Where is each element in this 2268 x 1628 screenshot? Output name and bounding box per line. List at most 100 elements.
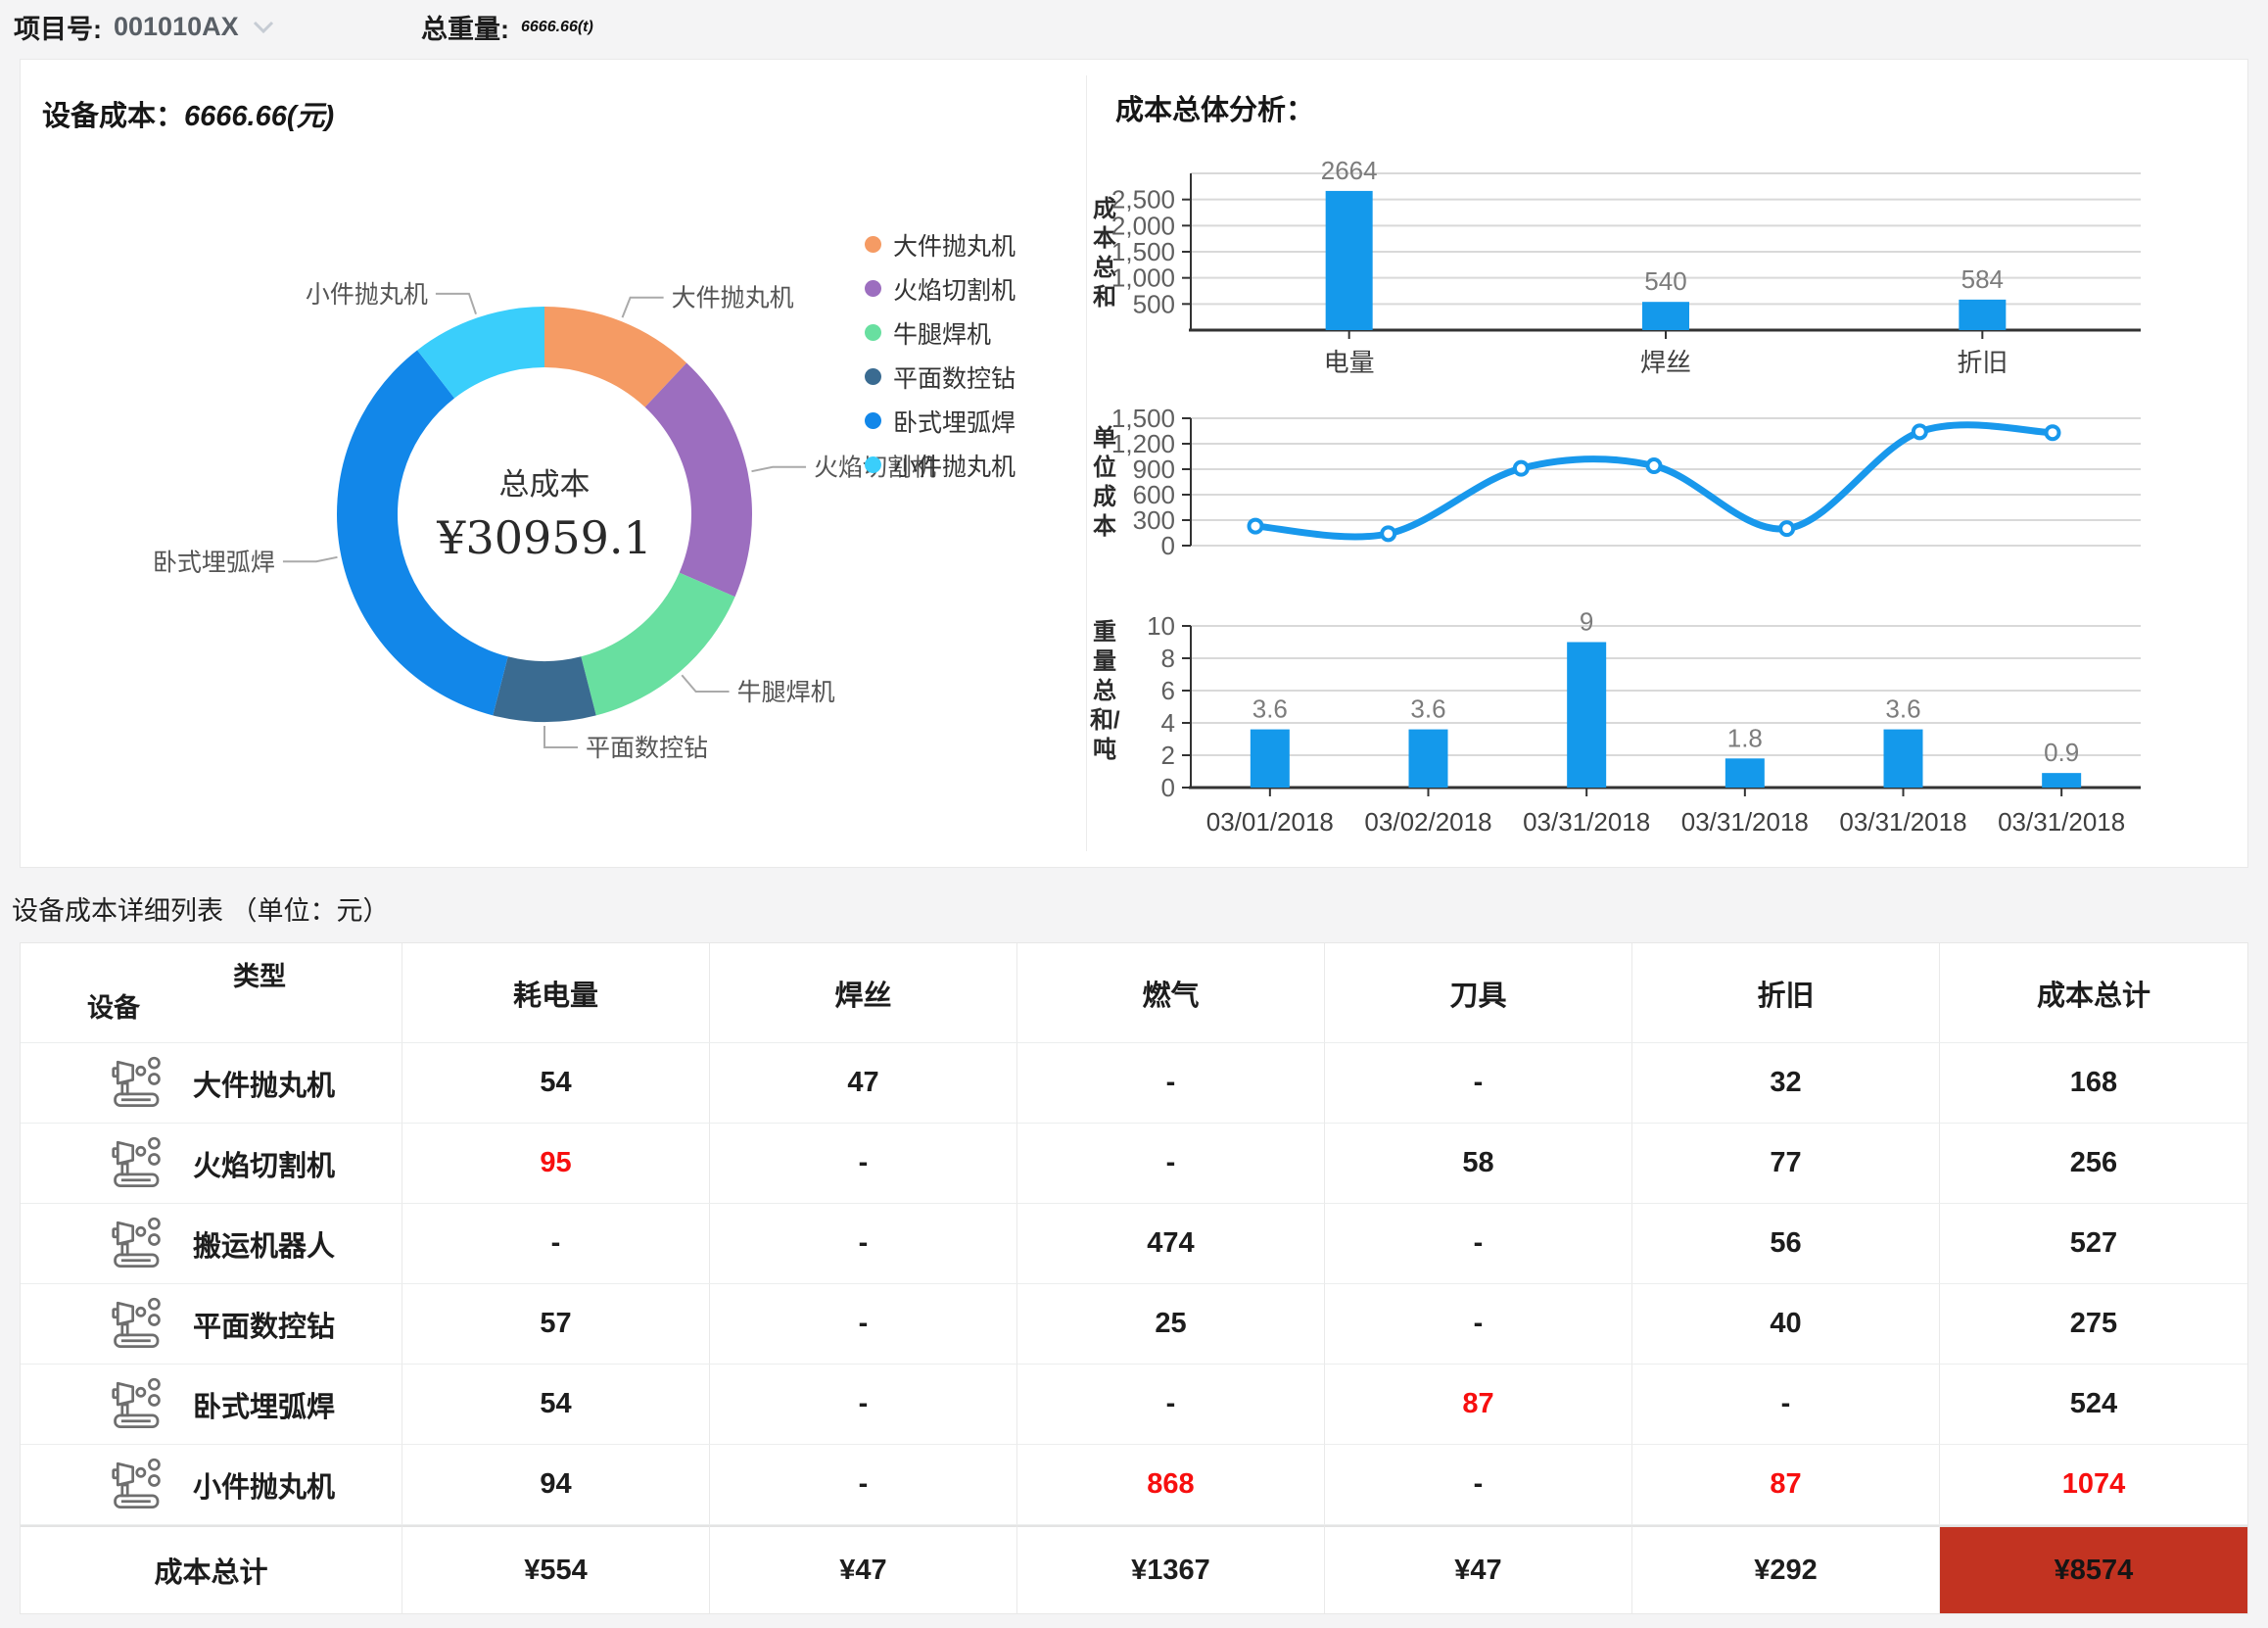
donut-segment-牛腿焊机[interactable] <box>581 572 735 716</box>
svg-text:2664: 2664 <box>1321 156 1378 185</box>
device-name-cell: 大件抛丸机 <box>21 1043 402 1124</box>
bar-03/31/2018-4[interactable] <box>1883 729 1923 788</box>
device-name-cell: 小件抛丸机 <box>21 1445 402 1525</box>
column-header-耗电量: 耗电量 <box>402 943 710 1043</box>
legend-dot <box>865 456 881 473</box>
chevron-down-icon[interactable] <box>251 19 276 36</box>
cost-analysis-title: 成本总体分析： <box>1115 95 1315 126</box>
svg-text:1,500: 1,500 <box>1111 404 1175 433</box>
svg-text:1.8: 1.8 <box>1727 723 1763 752</box>
donut-segment-火焰切割机[interactable] <box>644 362 752 598</box>
device-name-cell: 搬运机器人 <box>21 1204 402 1284</box>
bar-焊丝[interactable] <box>1642 302 1689 330</box>
line-point-1[interactable] <box>1247 517 1264 535</box>
table-cell: 77 <box>1632 1124 1940 1204</box>
table-cell: 256 <box>1940 1124 2247 1204</box>
svg-text:2,000: 2,000 <box>1111 211 1175 240</box>
table-cell: - <box>710 1204 1017 1284</box>
bar-03/31/2018-5[interactable] <box>2042 773 2082 788</box>
table-cell: 524 <box>1940 1365 2247 1445</box>
table-cell: 32 <box>1632 1043 1940 1124</box>
table-row-平面数控钻[interactable]: 平面数控钻 57-25-40 275 <box>21 1284 2247 1365</box>
footer-total-cell: ¥1367 <box>1017 1525 1325 1613</box>
table-cell: 57 <box>402 1284 710 1365</box>
table-cell: 474 <box>1017 1204 1325 1284</box>
bar-03/31/2018-2[interactable] <box>1567 642 1607 789</box>
line-point-6[interactable] <box>1911 423 1928 441</box>
donut-label-平面数控钻: 平面数控钻 <box>586 735 708 762</box>
table-row-大件抛丸机[interactable]: 大件抛丸机 54 47- -32 168 <box>21 1043 2247 1124</box>
bar-03/31/2018-3[interactable] <box>1725 758 1765 788</box>
legend-item-火焰切割机[interactable]: 火焰切割机 <box>865 266 1016 311</box>
table-cell: 95 <box>402 1124 710 1204</box>
legend-item-卧式埋弧焊[interactable]: 卧式埋弧焊 <box>865 399 1016 443</box>
project-selector[interactable]: 项目号: 001010AX <box>14 8 276 46</box>
table-cell: 868 <box>1017 1445 1325 1525</box>
column-header-焊丝: 焊丝 <box>710 943 1017 1043</box>
legend-item-大件抛丸机[interactable]: 大件抛丸机 <box>865 222 1016 266</box>
legend-dot <box>865 412 881 429</box>
svg-text:1,200: 1,200 <box>1111 429 1175 458</box>
total-weight: 总重量: 6666.66(t) <box>421 8 593 46</box>
legend-dot <box>865 236 881 253</box>
table-row-小件抛丸机[interactable]: 小件抛丸机 94-868-87 1074 <box>21 1445 2247 1525</box>
donut-segment-卧式埋弧焊[interactable] <box>336 350 508 716</box>
grand-total-cell: ¥8574 <box>1940 1525 2247 1613</box>
donut-label-大件抛丸机: 大件抛丸机 <box>672 285 794 312</box>
svg-text:3.6: 3.6 <box>1252 694 1288 724</box>
table-cell: - <box>1325 1204 1632 1284</box>
table-cell: 54 <box>402 1043 710 1124</box>
line-point-4[interactable] <box>1645 457 1663 475</box>
table-cell: - <box>402 1204 710 1284</box>
table-cell: 58 <box>1325 1124 1632 1204</box>
svg-text:1,000: 1,000 <box>1111 263 1175 293</box>
line-point-3[interactable] <box>1512 459 1530 477</box>
legend-label: 小件抛丸机 <box>893 453 1016 481</box>
table-cell: 40 <box>1632 1284 1940 1365</box>
machine-icon <box>112 1297 161 1348</box>
table-cell: 527 <box>1940 1204 2247 1284</box>
table-cell: - <box>1325 1445 1632 1525</box>
device-name-cell: 火焰切割机 <box>21 1124 402 1204</box>
machine-icon <box>112 1217 161 1268</box>
table-cell: - <box>1017 1124 1325 1204</box>
svg-text:0: 0 <box>1161 531 1175 560</box>
legend-item-平面数控钻[interactable]: 平面数控钻 <box>865 355 1016 399</box>
bar-折旧[interactable] <box>1959 299 2007 330</box>
bar-03/02/2018-1[interactable] <box>1408 729 1448 788</box>
charts-card: 设备成本：6666.66(元) 大件抛丸机火焰切割机牛腿焊机平面数控钻卧式埋弧焊… <box>20 59 2248 868</box>
line-point-2[interactable] <box>1380 525 1397 543</box>
legend-dot <box>865 280 881 297</box>
footer-total-cell: ¥47 <box>710 1525 1017 1613</box>
legend-item-牛腿焊机[interactable]: 牛腿焊机 <box>865 311 1016 355</box>
table-cell: - <box>710 1124 1017 1204</box>
donut-label-卧式埋弧焊: 卧式埋弧焊 <box>153 549 275 576</box>
bar-电量[interactable] <box>1325 190 1373 330</box>
machine-icon <box>112 1458 161 1508</box>
donut-segment-平面数控钻[interactable] <box>493 656 596 723</box>
line-point-7[interactable] <box>2044 424 2061 442</box>
table-cell: - <box>710 1365 1017 1445</box>
table-row-卧式埋弧焊[interactable]: 卧式埋弧焊 54- -87-524 <box>21 1365 2247 1445</box>
project-value[interactable]: 001010AX <box>114 12 239 41</box>
donut-segment-大件抛丸机[interactable] <box>544 307 687 407</box>
weight-label: 总重量: <box>421 15 509 44</box>
footer-total-cell: ¥292 <box>1632 1525 1940 1613</box>
device-name: 小件抛丸机 <box>193 1471 336 1504</box>
unit-cost-axis-title: 单位成本 <box>1093 425 1116 540</box>
svg-text:540: 540 <box>1644 266 1686 296</box>
svg-text:焊丝: 焊丝 <box>1640 348 1691 377</box>
weight-value: 6666.66(t) <box>521 18 593 35</box>
line-point-5[interactable] <box>1778 520 1796 538</box>
table-row-火焰切割机[interactable]: 火焰切割机 95- -58 77 256 <box>21 1124 2247 1204</box>
bar-03/01/2018-0[interactable] <box>1250 729 1290 788</box>
table-cell: 168 <box>1940 1043 2247 1124</box>
table-row-搬运机器人[interactable]: 搬运机器人 - -474-56 527 <box>21 1204 2247 1284</box>
legend-item-小件抛丸机[interactable]: 小件抛丸机 <box>865 443 1016 487</box>
donut-label-牛腿焊机: 牛腿焊机 <box>737 679 835 706</box>
svg-text:0: 0 <box>1161 773 1175 802</box>
donut-segment-小件抛丸机[interactable] <box>417 307 544 399</box>
device-name-cell: 平面数控钻 <box>21 1284 402 1365</box>
column-header-刀具: 刀具 <box>1325 943 1632 1043</box>
